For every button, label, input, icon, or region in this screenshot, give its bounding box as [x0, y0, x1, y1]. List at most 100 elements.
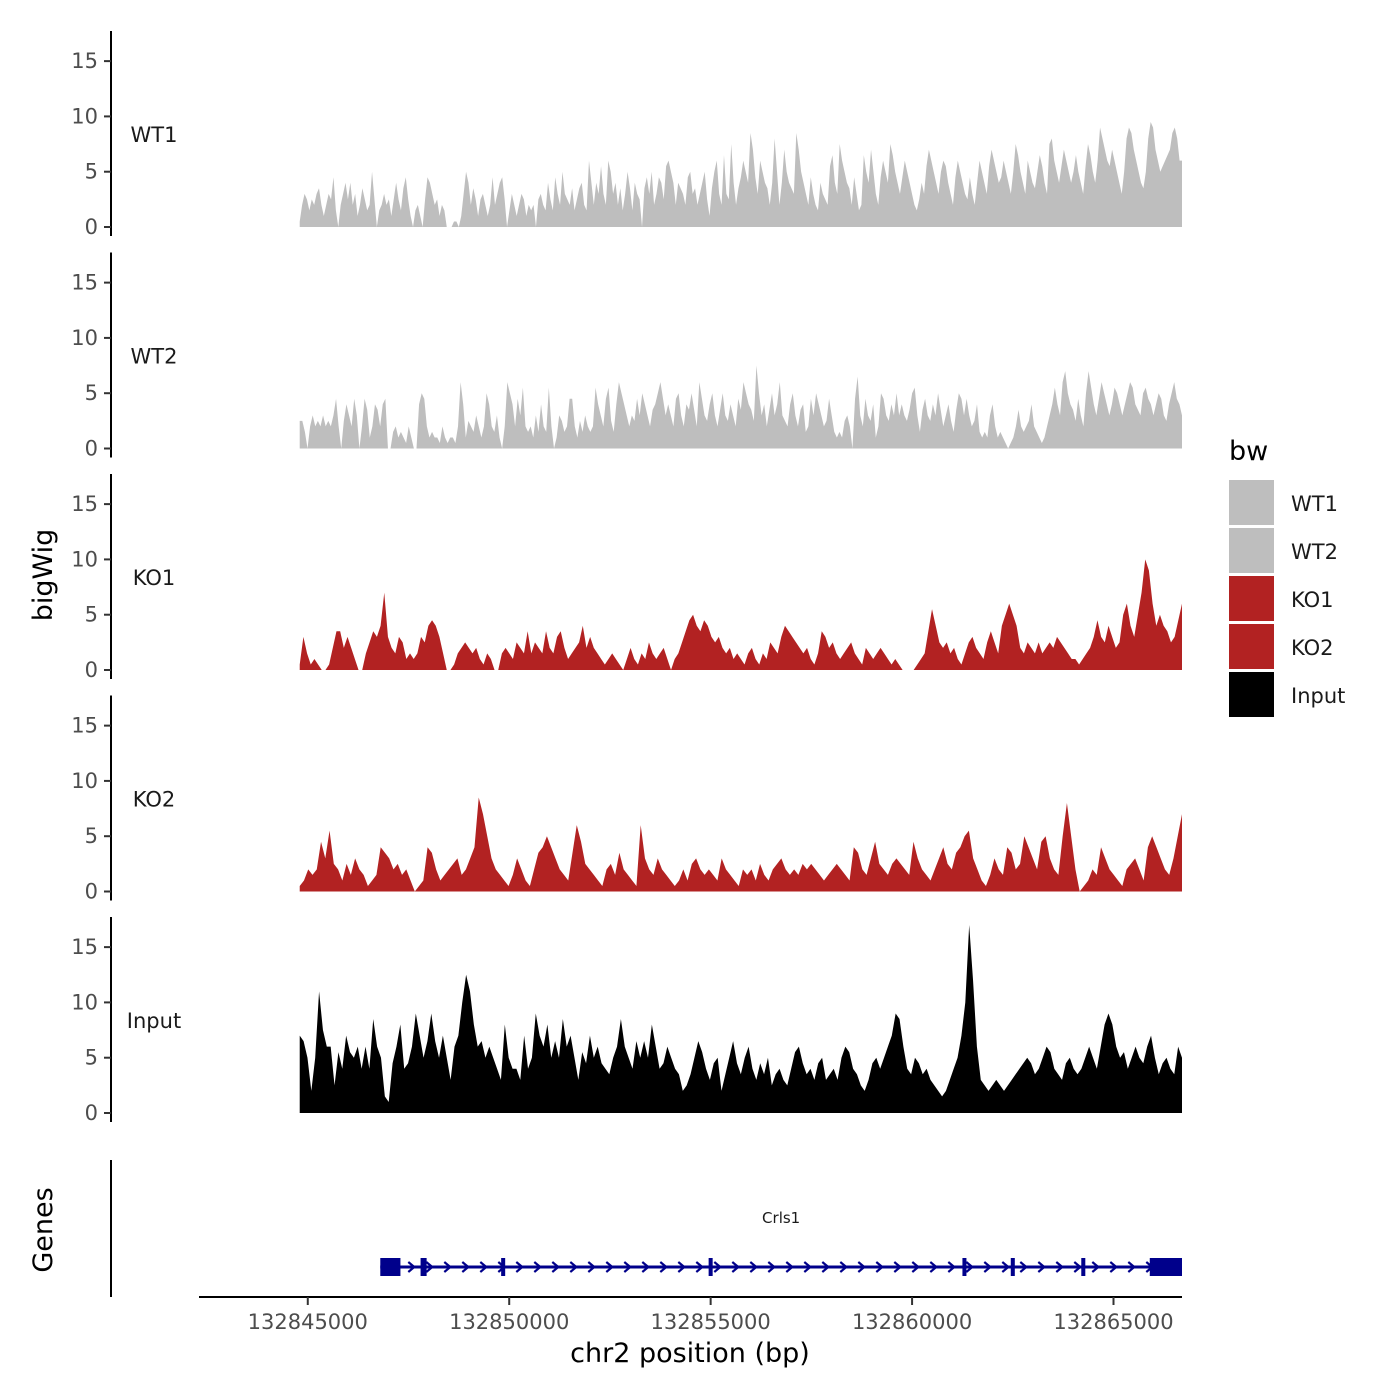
area-series-ko2 [299, 797, 1183, 892]
y-tick-label: 5 [85, 160, 98, 184]
legend-swatch [1229, 672, 1274, 717]
y-tick-label: 15 [71, 492, 98, 516]
strand-arrow [983, 1261, 993, 1273]
area-series-input [299, 925, 1183, 1113]
y-tick-label: 0 [85, 658, 98, 682]
strand-arrow [1109, 1261, 1119, 1273]
y-tick-label: 0 [85, 880, 98, 904]
legend-item-wt2: WT2 [1229, 528, 1338, 573]
track-label-wt2: WT2 [131, 345, 178, 369]
strand-arrow [515, 1261, 525, 1273]
area-series-wt2 [299, 365, 1183, 449]
legend-label: WT2 [1291, 540, 1338, 564]
strand-arrow [677, 1261, 687, 1273]
legend-label: Input [1291, 684, 1345, 708]
strand-arrow [425, 1261, 435, 1273]
y-tick-label: 15 [71, 714, 98, 738]
x-tick-label: 132855000 [651, 1310, 771, 1334]
strand-arrow [947, 1261, 957, 1273]
x-tick-label: 132860000 [852, 1310, 972, 1334]
strand-arrow [659, 1261, 669, 1273]
track-ko2: 0 5 10 15 KO2 [71, 695, 1183, 904]
y-tick-label: 0 [85, 437, 98, 461]
strand-arrow [713, 1261, 723, 1273]
strand-arrow [569, 1261, 579, 1273]
strand-arrow [785, 1261, 795, 1273]
legend-label: KO2 [1291, 636, 1334, 660]
gene-label: Crls1 [762, 1209, 800, 1227]
legend-swatch [1229, 480, 1274, 525]
strand-arrow [587, 1261, 597, 1273]
strand-arrow [1037, 1261, 1047, 1273]
legend-item-ko1: KO1 [1229, 576, 1334, 621]
y-tick-label: 0 [85, 215, 98, 239]
track-label-wt1: WT1 [131, 123, 178, 147]
y-tick-label: 5 [85, 381, 98, 405]
legend-swatch [1229, 624, 1274, 669]
strand-arrow [461, 1261, 471, 1273]
gene-exon [380, 1258, 401, 1276]
strand-arrow [929, 1261, 939, 1273]
bigwig-tracks: 0 5 10 15 WT1 0 5 10 15 WT2 0 5 10 15 KO1 0 5 10 15 KO2 0 5 10… [71, 31, 1183, 1125]
strand-arrow [821, 1261, 831, 1273]
strand-arrow [749, 1261, 759, 1273]
y-tick-label: 5 [85, 603, 98, 627]
strand-arrow [911, 1261, 921, 1273]
legend-item-wt1: WT1 [1229, 480, 1338, 525]
strand-arrow [1001, 1261, 1011, 1273]
track-label-ko1: KO1 [133, 566, 176, 590]
strand-arrow [1019, 1261, 1029, 1273]
y-axis-title: bigWig [28, 529, 59, 622]
gene-exon [962, 1258, 967, 1276]
strand-arrow [1091, 1261, 1101, 1273]
strand-arrow [731, 1261, 741, 1273]
strand-arrow [839, 1261, 849, 1273]
strand-arrow [479, 1261, 489, 1273]
legend-item-input: Input [1229, 672, 1345, 717]
gene-exon [1010, 1258, 1015, 1276]
y-tick-label: 10 [71, 326, 98, 350]
gene-exon [420, 1258, 427, 1276]
y-tick-label: 5 [85, 1046, 98, 1070]
strand-arrow [1073, 1261, 1083, 1273]
y-tick-label: 15 [71, 935, 98, 959]
legend: bw WT1 WT2 KO1 KO2 Input [1229, 436, 1345, 717]
legend-swatch [1229, 576, 1274, 621]
strand-arrow [767, 1261, 777, 1273]
strand-arrow [695, 1261, 705, 1273]
legend-items: WT1 WT2 KO1 KO2 Input [1229, 480, 1345, 717]
y-tick-label: 5 [85, 824, 98, 848]
strand-arrow [605, 1261, 615, 1273]
gene-exon [1149, 1258, 1182, 1276]
y-tick-label: 10 [71, 547, 98, 571]
legend-label: WT1 [1291, 492, 1338, 516]
track-wt1: 0 5 10 15 WT1 [71, 31, 1183, 239]
strand-arrow [443, 1261, 453, 1273]
gene-models: Crls1 [380, 1209, 1182, 1276]
x-tick-label: 132865000 [1053, 1310, 1173, 1334]
gene-crls1: Crls1 [380, 1209, 1182, 1276]
strand-arrow [965, 1261, 975, 1273]
y-tick-label: 15 [71, 271, 98, 295]
legend-item-ko2: KO2 [1229, 624, 1334, 669]
strand-arrow [623, 1261, 633, 1273]
strand-arrow [551, 1261, 561, 1273]
y-tick-label: 10 [71, 104, 98, 128]
track-input: 0 5 10 15 Input [71, 917, 1183, 1125]
strand-arrow [1127, 1261, 1137, 1273]
gene-exon [501, 1258, 506, 1276]
strand-arrow [533, 1261, 543, 1273]
y-tick-label: 10 [71, 769, 98, 793]
track-ko1: 0 5 10 15 KO1 [71, 474, 1183, 682]
gene-panel-title: Genes [28, 1187, 59, 1272]
legend-label: KO1 [1291, 588, 1334, 612]
track-label-input: Input [127, 1009, 181, 1033]
y-tick-label: 15 [71, 49, 98, 73]
track-label-ko2: KO2 [133, 788, 176, 812]
strand-arrow [893, 1261, 903, 1273]
area-series-wt1 [299, 121, 1183, 227]
legend-title: bw [1229, 436, 1268, 467]
x-axis-ticks: 132845000 132850000 132855000 132860000 1328… [248, 1297, 1174, 1334]
gene-panel: Genes Crls1 [28, 1160, 1182, 1297]
